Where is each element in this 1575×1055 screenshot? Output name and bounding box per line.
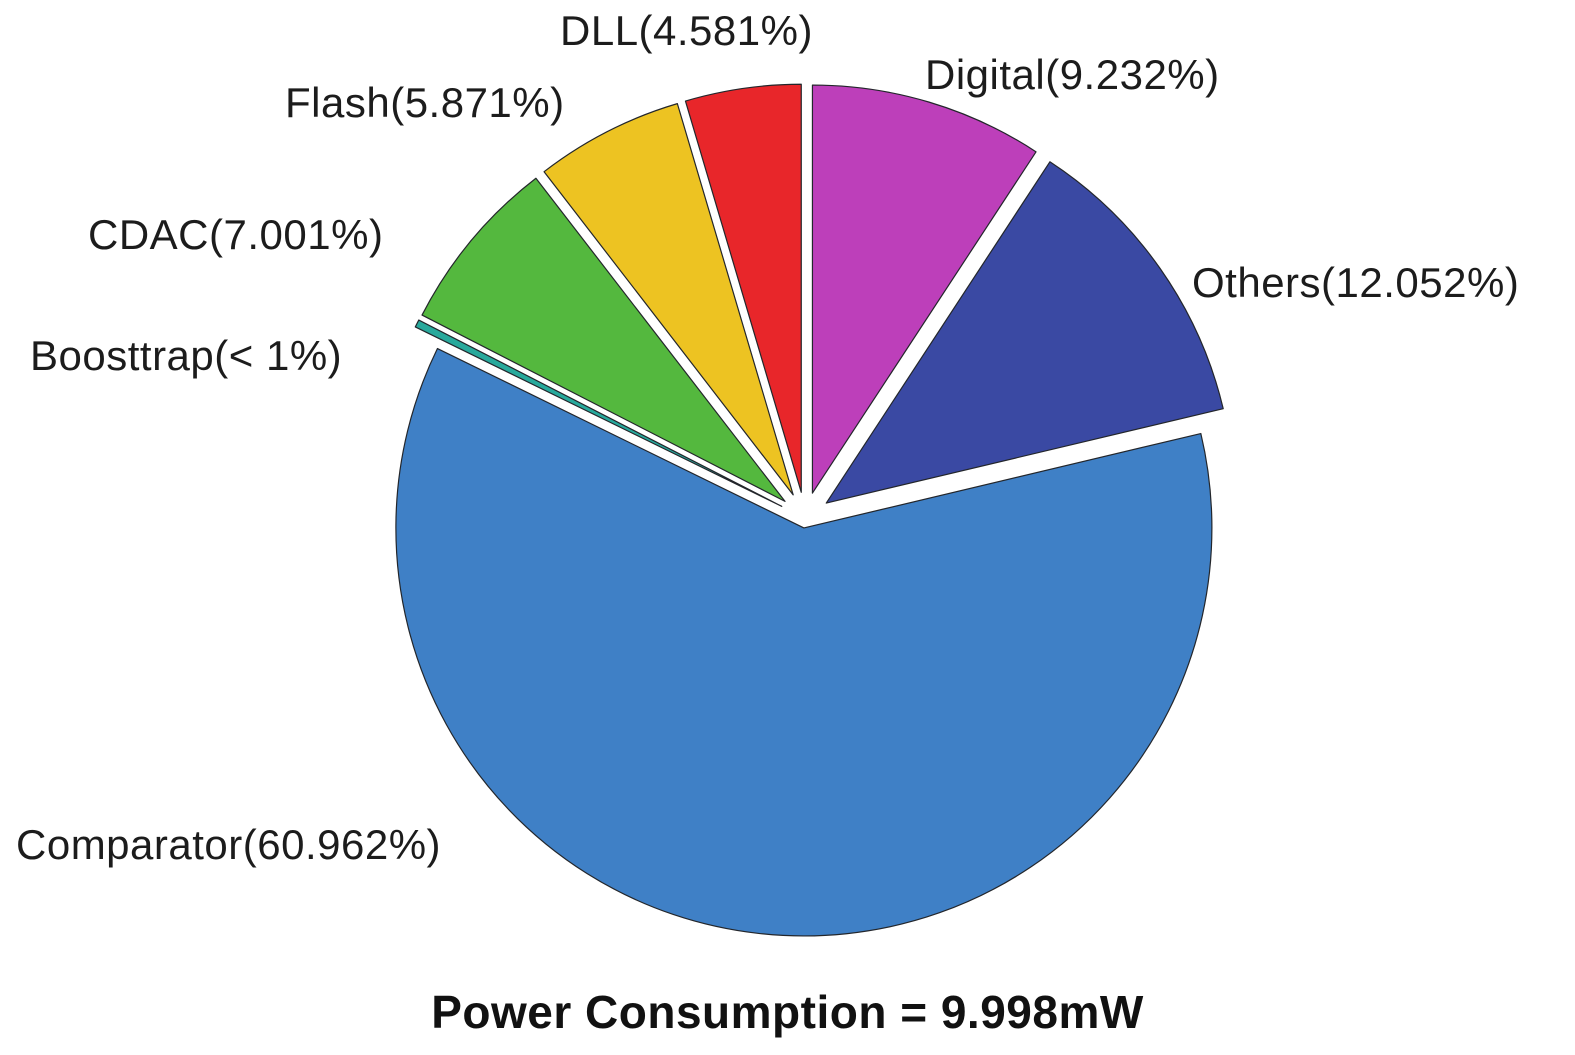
pie-slice-dll bbox=[684, 83, 802, 493]
slice-label-cdac: CDAC(7.001%) bbox=[88, 211, 384, 258]
slice-label-boosttrap: Boosttrap(< 1%) bbox=[30, 332, 343, 379]
pie-slice-boosttrap bbox=[414, 319, 783, 507]
pie-slice-comparator bbox=[395, 347, 1213, 937]
pie-slice-others bbox=[825, 161, 1224, 504]
pie-slice-digital bbox=[811, 84, 1037, 494]
pie-slice-flash bbox=[543, 103, 794, 496]
slice-label-digital: Digital(9.232%) bbox=[925, 51, 1220, 98]
chart-title: Power Consumption = 9.998mW bbox=[431, 986, 1144, 1038]
pie-slice-cdac bbox=[421, 177, 786, 502]
slice-label-flash: Flash(5.871%) bbox=[285, 79, 565, 126]
slice-label-others: Others(12.052%) bbox=[1192, 259, 1520, 306]
slice-label-dll: DLL(4.581%) bbox=[560, 7, 813, 54]
slice-label-comparator: Comparator(60.962%) bbox=[16, 821, 442, 868]
